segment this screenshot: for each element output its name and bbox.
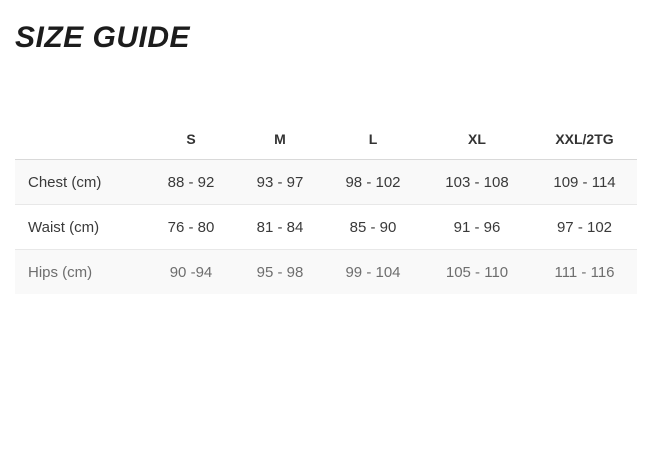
column-header-m: M [236, 118, 324, 160]
column-header-l: L [324, 118, 422, 160]
size-table-header: S M L XL XXL/2TG [15, 118, 637, 160]
size-value-cell: 91 - 96 [422, 204, 532, 250]
size-guide-table: S M L XL XXL/2TG Chest (cm) 88 - 92 93 -… [15, 118, 637, 294]
size-value-cell: 97 - 102 [532, 204, 637, 250]
column-header-s: S [146, 118, 236, 160]
size-value-cell: 93 - 97 [256, 173, 304, 191]
table-row-chest: Chest (cm) 88 - 92 93 - 97 98 - 102 103 … [15, 159, 637, 205]
size-value-cell: 105 - 110 [422, 249, 532, 294]
size-guide-section: SIZE GUIDE S M L XL XXL/2TG Chest (cm) 8… [15, 21, 637, 294]
row-label-hips: Hips (cm) [15, 249, 146, 294]
header-row: S M L XL XXL/2TG [15, 118, 637, 160]
size-value-cell: 98 - 102 [345, 173, 401, 191]
page-title: SIZE GUIDE [15, 21, 191, 54]
size-value-cell: 85 - 90 [324, 204, 422, 250]
row-label-chest: Chest (cm) [28, 173, 102, 191]
column-header-blank [15, 118, 146, 160]
size-value-cell: 111 - 116 [532, 249, 637, 294]
size-value-cell: 88 - 92 [167, 173, 215, 191]
column-header-xl: XL [422, 118, 532, 160]
size-value-cell: 109 - 114 [553, 173, 616, 191]
table-row-hips: Hips (cm) 90 -94 95 - 98 99 - 104 105 - … [15, 249, 637, 294]
size-table-body: Chest (cm) 88 - 92 93 - 97 98 - 102 103 … [15, 159, 637, 294]
table-row-waist: Waist (cm) 76 - 80 81 - 84 85 - 90 91 - … [15, 204, 637, 250]
column-header-xxl-2tg: XXL/2TG [532, 118, 637, 160]
row-label-waist: Waist (cm) [15, 204, 146, 250]
size-value-cell: 95 - 98 [236, 249, 324, 294]
size-value-cell: 81 - 84 [236, 204, 324, 250]
size-value-cell: 99 - 104 [324, 249, 422, 294]
size-value-cell: 90 -94 [146, 249, 236, 294]
size-value-cell: 103 - 108 [445, 173, 509, 191]
size-value-cell: 76 - 80 [146, 204, 236, 250]
